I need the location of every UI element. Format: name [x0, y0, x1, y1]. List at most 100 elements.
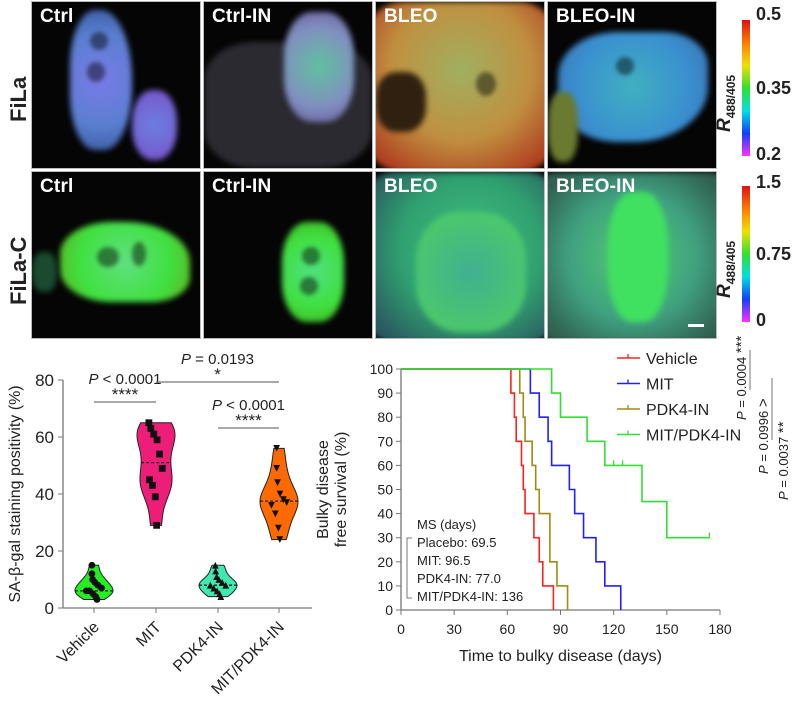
data-point [146, 476, 153, 484]
p-value-label: P < 0.0001 [212, 397, 285, 414]
colorbar-tick: 0.35 [756, 78, 792, 98]
significance-stars: ** [775, 421, 792, 433]
x-tick-label: 60 [500, 621, 516, 637]
data-point [158, 464, 166, 472]
y-tick-label: 20 [35, 542, 54, 561]
y-tick-label: 50 [377, 482, 393, 498]
significance-stars: * [214, 365, 221, 384]
y-tick-label: 10 [377, 578, 393, 594]
p-value-label: P = 0.0996 > [755, 398, 772, 474]
median-survival-entry: PDK4-IN: 77.0 [417, 571, 501, 586]
y-tick-label: 100 [370, 361, 394, 377]
data-point [147, 425, 155, 432]
y-tick-label: 90 [377, 385, 393, 401]
image-fila-c-ctrl: Ctrl [31, 171, 201, 339]
x-tick-label: 120 [602, 621, 626, 637]
colorbar-tick: 0 [756, 310, 767, 330]
survival-curve-mit-pdk4-in [401, 368, 710, 539]
median-survival-entry: MIT: 96.5 [417, 553, 470, 568]
x-tick-label: Vehicle [54, 619, 103, 668]
data-point [149, 482, 156, 489]
data-point [145, 419, 153, 427]
data-point [271, 510, 279, 518]
y-tick-label: 70 [377, 433, 393, 449]
image-fila-c-bleo-in: BLEO-IN [547, 171, 717, 339]
panel-title: Ctrl [40, 6, 74, 27]
image-fila-ctrl: Ctrl [31, 1, 201, 169]
y-tick-label: 80 [35, 371, 54, 390]
data-point [218, 578, 226, 586]
median-survival-entry: MIT/PDK4-IN: 136 [417, 589, 523, 604]
data-point [93, 596, 101, 603]
data-point [98, 584, 105, 592]
colorbar-tick: 1.5 [756, 172, 782, 192]
panel-title: Ctrl-IN [212, 6, 272, 27]
y-tick-label: 60 [35, 428, 54, 447]
x-tick-label: 150 [655, 621, 679, 637]
x-tick-label: 30 [446, 621, 462, 637]
image-fila-c-bleo: BLEO [375, 171, 545, 339]
panel-title: BLEO-IN [556, 176, 636, 197]
data-point [151, 493, 159, 501]
colorbar-tick: 0.5 [756, 4, 782, 24]
data-point [283, 499, 291, 506]
y-axis-label: SA-β-gal staining positivity (%) [7, 385, 24, 602]
image-fila-c-ctrl-in: Ctrl-IN [203, 171, 373, 339]
p-value-label: P = 0.0004 *** [733, 335, 750, 420]
y-tick-label: 30 [377, 530, 393, 546]
data-point [273, 464, 281, 472]
image-fila-bleo: BLEO [375, 1, 545, 169]
data-point [210, 584, 218, 592]
y-tick-label: 80 [377, 409, 393, 425]
survival-curve-mit [401, 368, 622, 610]
y-axis-label: Bulky disease [315, 440, 332, 539]
p-value-label: P = 0.0037 ** [775, 421, 792, 500]
panel-title: Ctrl-IN [212, 176, 272, 197]
y-axis-label: free survival (%) [333, 432, 350, 548]
data-point [215, 576, 223, 583]
data-point [274, 524, 282, 532]
data-point [222, 581, 230, 589]
image-fila-ctrl-in: Ctrl-IN [203, 1, 373, 169]
median-survival-bracket [406, 537, 412, 599]
panel-title: BLEO-IN [556, 6, 636, 27]
data-point [88, 570, 96, 578]
data-point [279, 496, 287, 504]
data-point [150, 430, 158, 438]
p-value-label: P = 0.0193 [181, 351, 254, 368]
median-survival-entry: Placebo: 69.5 [417, 535, 497, 550]
panel-title: BLEO [384, 176, 438, 197]
significance-stars: **** [235, 411, 262, 430]
violin-mit [136, 422, 176, 526]
legend-label: Vehicle [646, 351, 698, 368]
significance-stars: > [755, 398, 772, 407]
colorbar-fila [742, 20, 750, 156]
data-point [268, 502, 275, 509]
significance-stars: *** [733, 335, 750, 353]
significance-stars: **** [112, 385, 139, 404]
legend-label: MIT/PDK4-IN [646, 428, 741, 445]
median-survival-title: MS (days) [417, 517, 476, 532]
survival-curve-pdk4-in [401, 368, 569, 610]
y-tick-label: 0 [45, 599, 54, 618]
data-point [206, 581, 214, 589]
data-point [156, 450, 163, 458]
x-tick-label: 180 [708, 621, 732, 637]
x-tick-label: MIT [133, 619, 165, 651]
data-point [276, 536, 284, 543]
data-point [276, 490, 284, 498]
scale-bar [688, 324, 704, 327]
data-point [88, 561, 96, 569]
y-tick-label: 60 [377, 457, 393, 473]
colorbar-tick: 0.75 [756, 244, 792, 264]
data-point [211, 561, 219, 569]
legend-label: MIT [646, 377, 674, 394]
y-tick-label: 0 [385, 602, 393, 618]
x-axis-label: Time to bulky disease (days) [459, 648, 662, 665]
data-point [274, 479, 281, 486]
x-tick-label: 90 [553, 621, 569, 637]
image-fila-bleo-in: BLEO-IN [547, 1, 717, 169]
panel-title: Ctrl [40, 176, 74, 197]
data-point [273, 445, 281, 452]
